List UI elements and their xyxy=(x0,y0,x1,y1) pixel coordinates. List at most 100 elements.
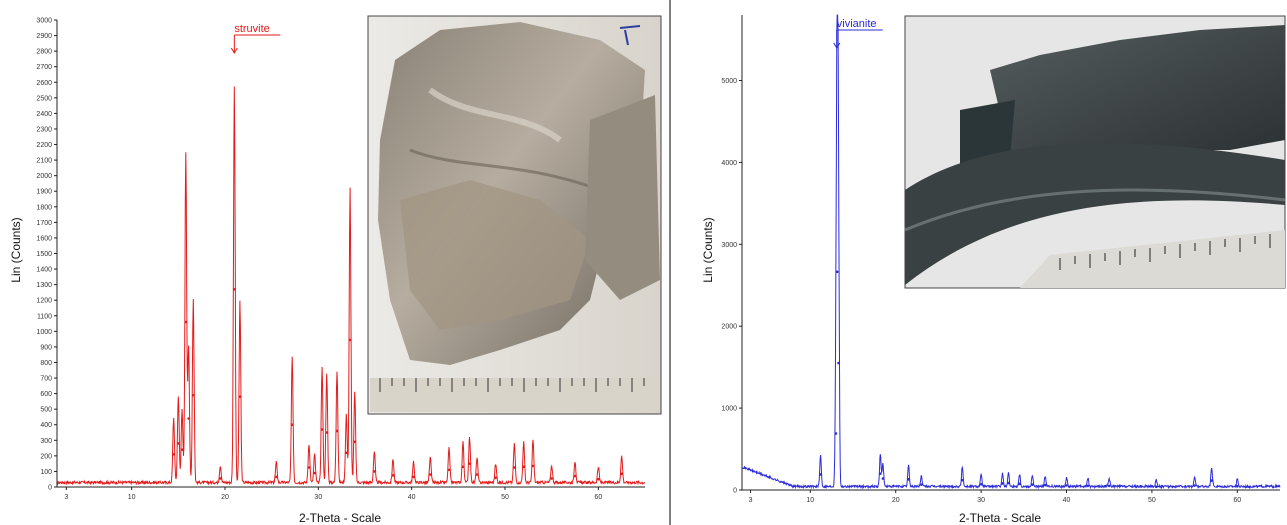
right-peak-marker xyxy=(1154,485,1158,489)
left-peak-marker xyxy=(412,475,415,479)
left-y-tick-label: 3000 xyxy=(36,18,52,25)
right-peak-marker xyxy=(1193,484,1196,487)
left-peak-marker xyxy=(475,473,479,476)
right-peak-marker xyxy=(834,432,838,435)
right-x-tick-label: 3 xyxy=(749,497,753,504)
right-peak-marker xyxy=(979,482,983,486)
left-y-tick-label: 2000 xyxy=(36,173,52,180)
left-peak-marker xyxy=(172,453,175,456)
left-peak-marker xyxy=(620,472,623,476)
right-peak-marker xyxy=(1031,483,1034,486)
left-x-tick-label: 40 xyxy=(408,494,416,501)
right-peak-marker xyxy=(961,478,964,482)
left-y-tick-label: 800 xyxy=(40,360,52,367)
left-peak-marker xyxy=(597,477,600,481)
right-series-line xyxy=(741,14,1281,490)
right-y-tick-label: 5000 xyxy=(721,78,737,85)
left-y-tick-label: 1300 xyxy=(36,282,52,289)
left-peak-marker xyxy=(531,464,535,468)
left-peak-marker xyxy=(320,428,324,431)
right-peak-marker xyxy=(907,478,910,481)
left-peak-marker xyxy=(522,465,525,469)
right-peak-marker xyxy=(1107,484,1111,488)
right-peak-annotation: vivianite xyxy=(833,18,883,49)
right-peak-marker xyxy=(837,361,840,365)
right-y-ticks: 0 1000 2000 3000 4000 5000 xyxy=(721,78,742,495)
right-peak-marker xyxy=(920,483,923,486)
left-y-tick-label: 600 xyxy=(40,391,52,398)
right-x-tick-label: 20 xyxy=(892,497,900,504)
right-x-axis-label: 2-Theta - Scale xyxy=(959,511,1041,525)
left-peak-marker xyxy=(219,477,222,480)
left-peak-marker xyxy=(238,395,242,399)
left-x-tick-label: 60 xyxy=(594,494,602,501)
left-peak-marker xyxy=(461,465,465,469)
left-y-axis-label: Lin (Counts) xyxy=(9,217,23,282)
left-xrd-panel: 0 100 200 300 400 500 600 700 800 900 1000 1100 1200… xyxy=(9,15,662,525)
left-y-tick-label: 700 xyxy=(40,376,52,383)
right-peak-marker xyxy=(1007,481,1010,485)
right-peak-marker xyxy=(881,477,885,480)
right-peak-marker xyxy=(1210,479,1213,482)
right-peak-marker xyxy=(1043,483,1047,487)
left-peak-marker xyxy=(177,442,180,445)
right-y-axis-label: Lin (Counts) xyxy=(701,217,715,282)
right-xrd-panel: 0 1000 2000 3000 4000 5000 3 10 20 30 40 50 60 Lin … xyxy=(701,14,1286,525)
left-x-ticks: 3 10 20 30 40 50 60 xyxy=(64,487,602,501)
right-peak-markers xyxy=(819,270,1239,489)
left-peak-marker xyxy=(184,320,188,324)
right-y-tick-label: 3000 xyxy=(721,242,737,249)
left-peak-marker xyxy=(429,473,432,476)
left-x-axis-label: 2-Theta - Scale xyxy=(299,511,381,525)
vivianite-arrow xyxy=(833,30,841,49)
left-y-tick-label: 200 xyxy=(40,453,52,460)
left-peak-annotation: struvite xyxy=(230,23,281,54)
right-x-tick-label: 40 xyxy=(1063,497,1071,504)
left-peak-marker xyxy=(180,448,184,451)
right-y-tick-label: 2000 xyxy=(721,324,737,331)
right-x-tick-label: 10 xyxy=(806,497,814,504)
left-peak-marker xyxy=(494,476,497,479)
left-peak-marker xyxy=(391,474,395,477)
left-y-tick-label: 2300 xyxy=(36,126,52,133)
left-peak-marker xyxy=(550,477,553,480)
left-y-tick-label: 2400 xyxy=(36,111,52,118)
left-y-tick-label: 400 xyxy=(40,422,52,429)
right-peak-marker xyxy=(1086,484,1090,488)
left-y-tick-label: 1600 xyxy=(36,235,52,242)
struvite-sample-photo xyxy=(367,15,662,415)
left-y-tick-label: 900 xyxy=(40,344,52,351)
left-x-tick-label: 30 xyxy=(314,494,322,501)
left-peak-marker xyxy=(345,451,348,455)
right-y-tick-label: 4000 xyxy=(721,160,737,167)
left-y-tick-label: 1500 xyxy=(36,251,52,258)
left-y-tick-label: 1800 xyxy=(36,204,52,211)
left-y-tick-label: 2700 xyxy=(36,64,52,71)
left-y-tick-label: 1000 xyxy=(36,329,52,336)
left-peak-marker xyxy=(313,471,316,475)
right-peak-marker xyxy=(1018,482,1021,486)
left-y-tick-label: 1100 xyxy=(37,313,52,320)
left-peak-marker xyxy=(513,466,516,469)
right-x-tick-label: 30 xyxy=(977,497,985,504)
left-peak-marker xyxy=(573,474,577,478)
right-x-tick-label: 50 xyxy=(1148,497,1156,504)
left-x-tick-label: 20 xyxy=(221,494,229,501)
right-peak-marker xyxy=(1001,482,1004,485)
right-x-ticks: 3 10 20 30 40 50 60 xyxy=(749,490,1241,504)
left-peak-marker xyxy=(348,338,352,342)
left-y-tick-label: 1900 xyxy=(36,189,52,196)
left-series-line xyxy=(56,86,646,486)
left-y-tick-label: 1400 xyxy=(36,267,52,274)
left-y-tick-label: 2900 xyxy=(36,33,52,40)
right-peak-marker xyxy=(1236,485,1239,488)
left-y-tick-label: 1200 xyxy=(36,298,52,305)
left-y-tick-label: 2600 xyxy=(36,80,52,87)
struvite-arrow xyxy=(230,35,238,54)
left-peak-marker xyxy=(187,417,190,420)
left-y-tick-label: 2800 xyxy=(36,49,52,56)
left-y-tick-label: 0 xyxy=(48,485,52,492)
left-y-tick-label: 2100 xyxy=(36,158,52,165)
left-y-ticks: 0 100 200 300 400 500 600 700 800 900 1000 1100 1200… xyxy=(36,18,57,492)
